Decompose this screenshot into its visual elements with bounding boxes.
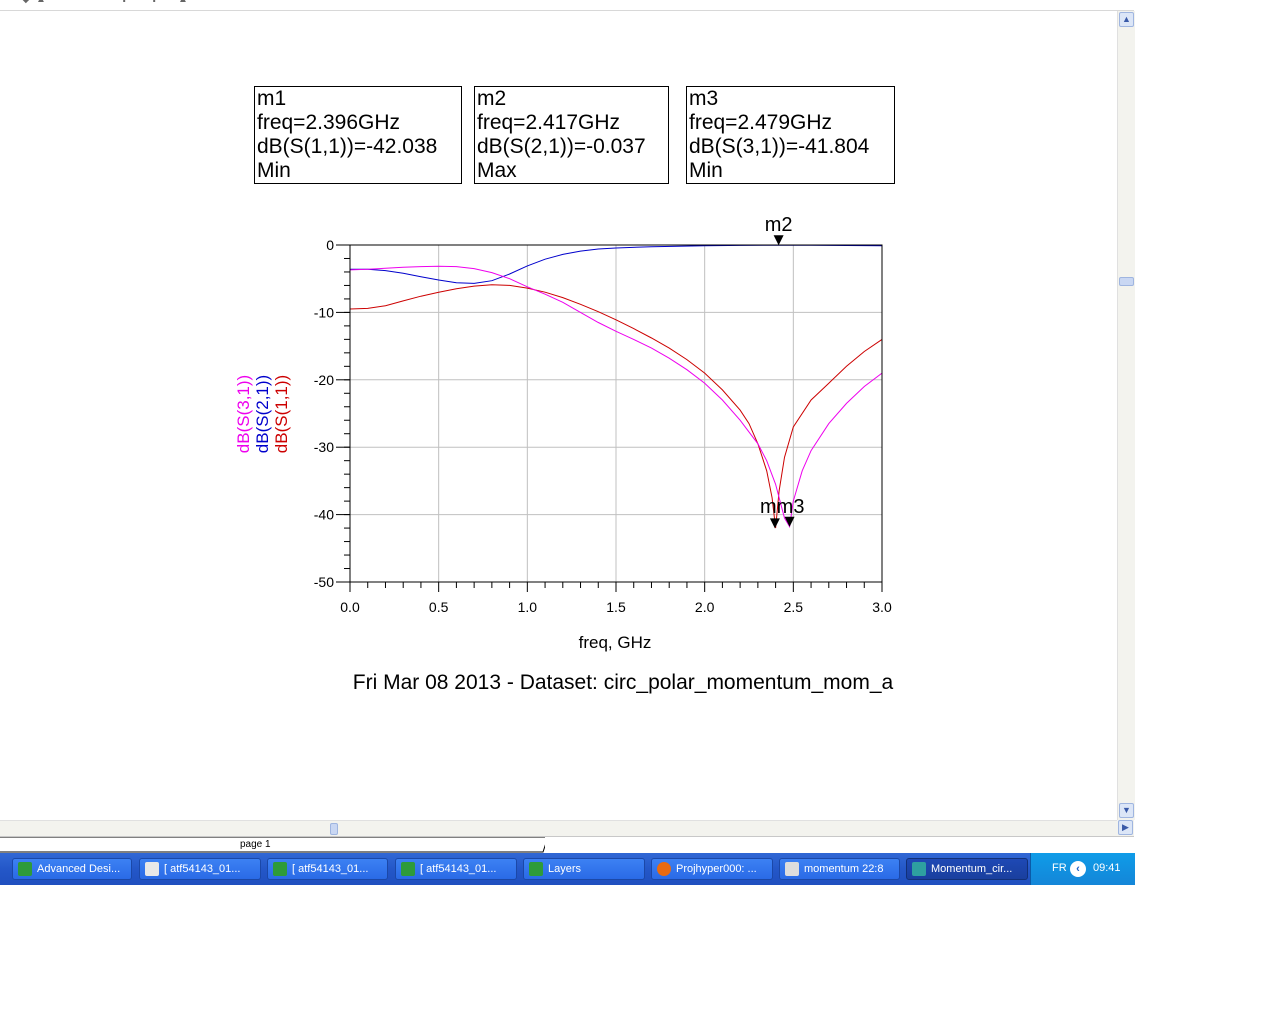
vertical-scroll-thumb[interactable] [1119,277,1134,286]
x-tick-label: 0.0 [340,599,360,615]
y-label-s11: dB(S(1,1)) [272,375,291,453]
y-tick-label: -50 [314,574,334,590]
y-tick-label: -10 [314,304,334,320]
scroll-down-icon[interactable]: ▼ [1119,803,1134,818]
series-line-dbs21 [350,244,883,284]
marker-m2-triangle [773,235,784,246]
taskbar-item-atf-layout-3[interactable]: [ atf54143_01... [395,858,517,880]
taskbar-item-atf-schematic-1[interactable]: [ atf54143_01... [139,858,261,880]
x-tick-label: 0.5 [429,599,449,615]
ads-window-icon [18,862,32,876]
marker-name: m2 [477,87,507,110]
windows-taskbar: Advanced Desi... [ atf54143_01... [ atf5… [0,853,1135,885]
layout-window-icon [401,862,415,876]
system-tray: FR ‹ 09:41 [1030,853,1135,885]
scroll-up-icon[interactable]: ▲ [1119,12,1134,27]
marker-m2-label: m2 [765,214,793,236]
plot-frame [349,244,883,583]
marker-box-m2[interactable]: m2 freq=2.417GHz dB(S(2,1))=-0.037 Max [474,86,669,184]
taskbar-item-label: momentum 22:8 [804,863,884,875]
horizontal-scrollbar[interactable] [0,820,1117,837]
language-indicator[interactable]: FR [1052,862,1067,874]
marker-kind: Min [257,159,291,182]
taskbar-item-label: [ atf54143_01... [292,863,369,875]
y-axis-label: dB(S(3,1)) dB(S(2,1)) dB(S(1,1)) [234,375,291,453]
y-tick-label: -40 [314,507,334,523]
taskbar-item-label: [ atf54143_01... [164,863,241,875]
marker-box-m1[interactable]: m1 freq=2.396GHz dB(S(1,1))=-42.038 Min [254,86,462,184]
scroll-corner: ▶ [1117,820,1134,836]
taskbar-item-label: Layers [548,863,582,875]
toolbar-icon-3[interactable]: ✚ [120,0,132,6]
layout-window-icon [273,862,287,876]
y-label-s21: dB(S(2,1)) [253,375,272,453]
agilent-ads-icon [785,862,799,876]
show-hidden-icons-icon[interactable]: ‹ [1070,861,1086,877]
tab-page-1[interactable] [0,837,545,853]
toolbar-strip: ◆ ▲ ✚ ✚ ▲ [0,0,1134,11]
clock[interactable]: 09:41 [1093,862,1121,874]
tab-page-1-label-wrap[interactable]: page 1 [0,837,545,853]
x-tick-label: 1.5 [606,599,626,615]
taskbar-item-advanced-design[interactable]: Advanced Desi... [12,858,132,880]
toolbar-icon-5[interactable]: ▲ [178,0,190,6]
taskbar-item-momentum-data-display[interactable]: Momentum_cir... [906,858,1028,880]
marker-box-m3[interactable]: m3 freq=2.479GHz dB(S(3,1))=-41.804 Min [686,86,895,184]
horizontal-scroll-thumb[interactable] [330,823,338,835]
marker-freq: freq=2.396GHz [257,111,401,134]
data-display-icon [912,862,926,876]
layers-window-icon [529,862,543,876]
marker-m1-triangle [769,518,780,529]
series-line-dbs11 [349,284,883,529]
marker-freq: freq=2.417GHz [477,111,621,134]
marker-m3-triangle [784,516,795,527]
marker-value: dB(S(2,1))=-0.037 [477,135,646,158]
taskbar-item-momentum-console[interactable]: momentum 22:8 [779,858,900,880]
marker-name: m3 [689,87,719,110]
x-tick-label: 2.5 [784,599,804,615]
toolbar-icon-4[interactable]: ✚ [150,0,162,6]
schematic-window-icon [145,862,159,876]
vertical-scrollbar[interactable]: ▲ ▼ [1117,11,1135,820]
marker-m1-m3-label: mm3 [760,496,804,518]
toolbar-icon-1[interactable]: ◆ [22,0,34,6]
marker-value: dB(S(1,1))=-42.038 [257,135,438,158]
taskbar-item-firefox[interactable]: Projhyper000: ... [651,858,773,880]
taskbar-item-label: [ atf54143_01... [420,863,497,875]
page-tab-bar: page 1 [0,836,1134,854]
x-tick-label: 3.0 [872,599,892,615]
taskbar-item-label: Projhyper000: ... [676,863,757,875]
marker-kind: Min [689,159,723,182]
series-line-dbs31 [349,265,883,529]
dataset-subtitle: Fri Mar 08 2013 - Dataset: circ_polar_mo… [353,671,894,694]
taskbar-item-label: Momentum_cir... [931,863,1013,875]
marker-name: m1 [257,87,287,110]
s-parameter-chart[interactable]: m2 mm3 0.0 0.5 1.0 1.5 2.0 2.5 3.0 0 -10 -20 -30 -40… [0,0,1117,820]
tab-page-1-label: page 1 [240,839,271,850]
firefox-icon [657,862,671,876]
scroll-right-icon[interactable]: ▶ [1118,820,1133,835]
toolbar-icon-2[interactable]: ▲ [36,0,48,6]
marker-value: dB(S(3,1))=-41.804 [689,135,870,158]
y-label-s31: dB(S(3,1)) [234,375,253,453]
taskbar-item-atf-layout-2[interactable]: [ atf54143_01... [267,858,388,880]
taskbar-item-layers[interactable]: Layers [523,858,645,880]
x-axis-label: freq, GHz [579,633,652,652]
marker-kind: Max [477,159,517,182]
x-tick-label: 1.0 [518,599,538,615]
marker-freq: freq=2.479GHz [689,111,833,134]
y-tick-label: 0 [326,237,334,253]
taskbar-item-label: Advanced Desi... [37,863,121,875]
y-tick-label: -30 [314,439,334,455]
x-tick-label: 2.0 [695,599,715,615]
y-tick-label: -20 [314,372,334,388]
